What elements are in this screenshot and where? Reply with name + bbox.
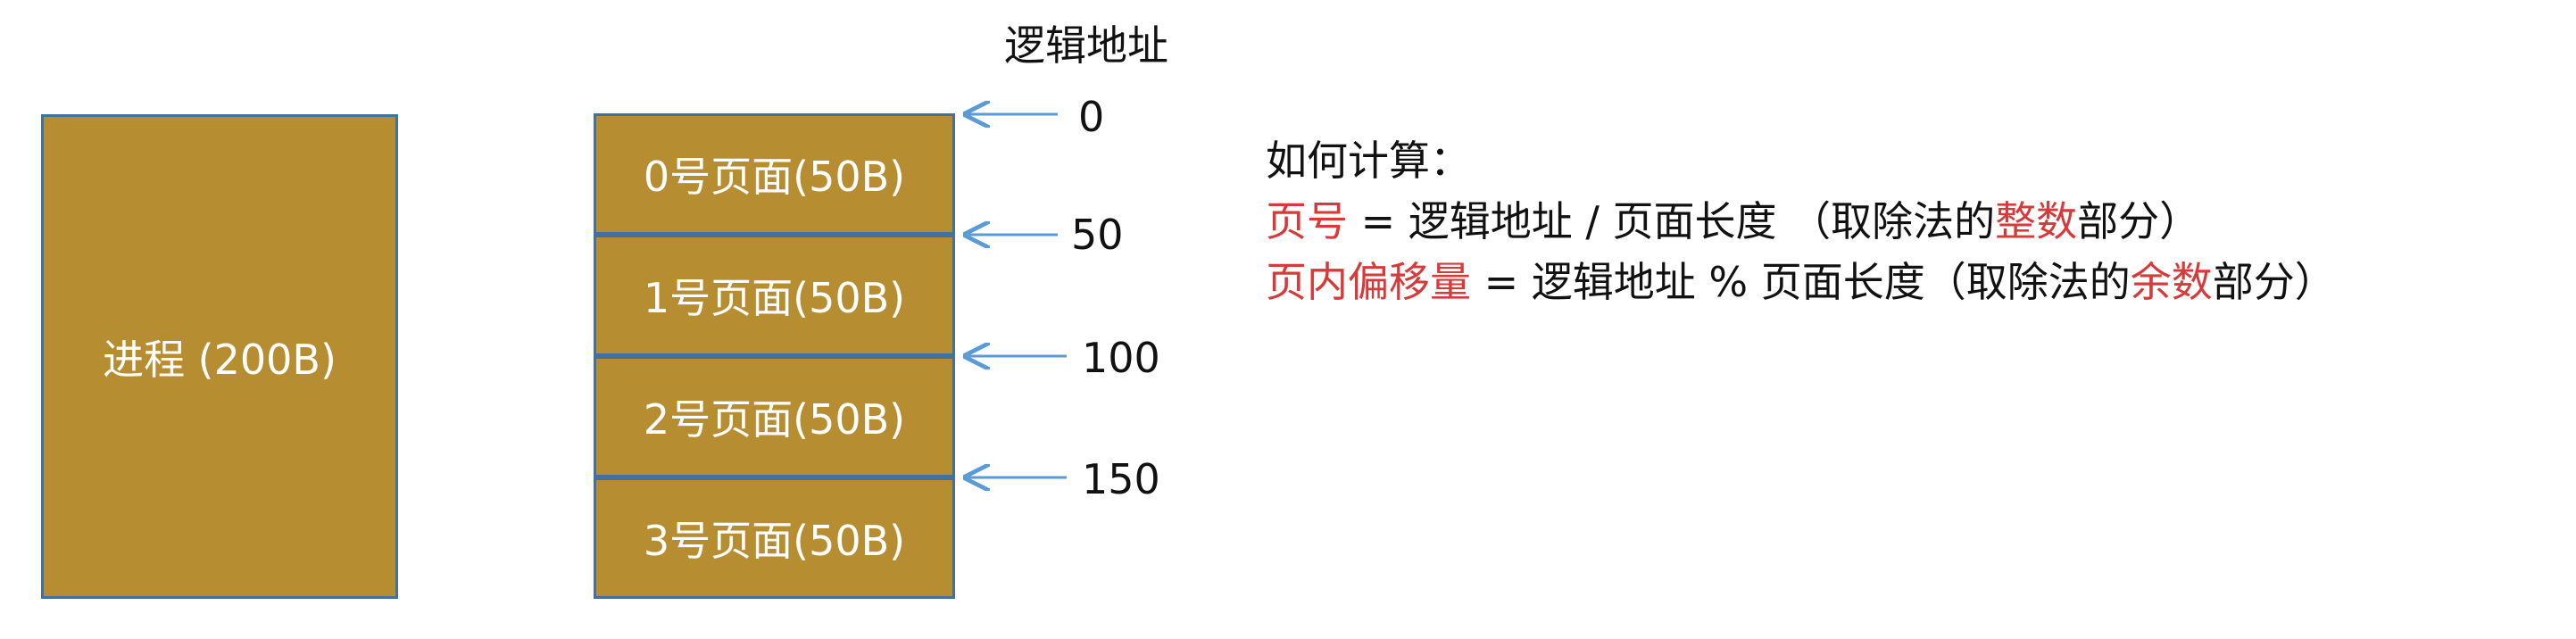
page-block-3: 3号页面(50B) <box>594 477 955 599</box>
page-label-1: 1号页面(50B) <box>643 274 906 322</box>
page-offset-formula: 页内偏移量 = 逻辑地址 % 页面长度（取除法的余数部分） <box>1266 252 2336 312</box>
page-block-0: 0号页面(50B) <box>594 113 955 235</box>
address-tick-150: 150 <box>1082 455 1160 503</box>
page-offset-formula-body: = 逻辑地址 % 页面长度（取除法的 <box>1471 258 2131 306</box>
page-block-1: 1号页面(50B) <box>594 235 955 356</box>
page-offset-term: 页内偏移量 <box>1266 258 1471 306</box>
address-tick-0: 0 <box>1078 93 1105 141</box>
page-label-0: 0号页面(50B) <box>643 153 906 201</box>
page-number-formula-tail: 部分） <box>2077 197 2201 245</box>
calculation-heading: 如何计算： <box>1266 137 1471 185</box>
page-block-2: 2号页面(50B) <box>594 356 955 477</box>
address-tick-100: 100 <box>1082 334 1160 382</box>
integer-part-emphasis: 整数 <box>1995 197 2078 245</box>
page-number-formula: 页号 = 逻辑地址 / 页面长度 （取除法的整数部分） <box>1266 191 2336 252</box>
remainder-emphasis: 余数 <box>2130 258 2213 306</box>
page-number-term: 页号 <box>1266 197 1348 245</box>
calculation-explanation: 如何计算： 页号 = 逻辑地址 / 页面长度 （取除法的整数部分） 页内偏移量 … <box>1266 130 2336 312</box>
page-number-formula-body: = 逻辑地址 / 页面长度 （取除法的 <box>1348 197 1996 245</box>
address-tick-50: 50 <box>1071 211 1124 259</box>
page-label-2: 2号页面(50B) <box>643 395 906 444</box>
page-offset-formula-tail: 部分） <box>2212 258 2336 306</box>
logical-address-title: 逻辑地址 <box>1004 21 1168 70</box>
process-label: 进程 (200B) <box>103 335 337 384</box>
process-block: 进程 (200B) <box>41 114 398 599</box>
page-label-3: 3号页面(50B) <box>643 517 906 565</box>
